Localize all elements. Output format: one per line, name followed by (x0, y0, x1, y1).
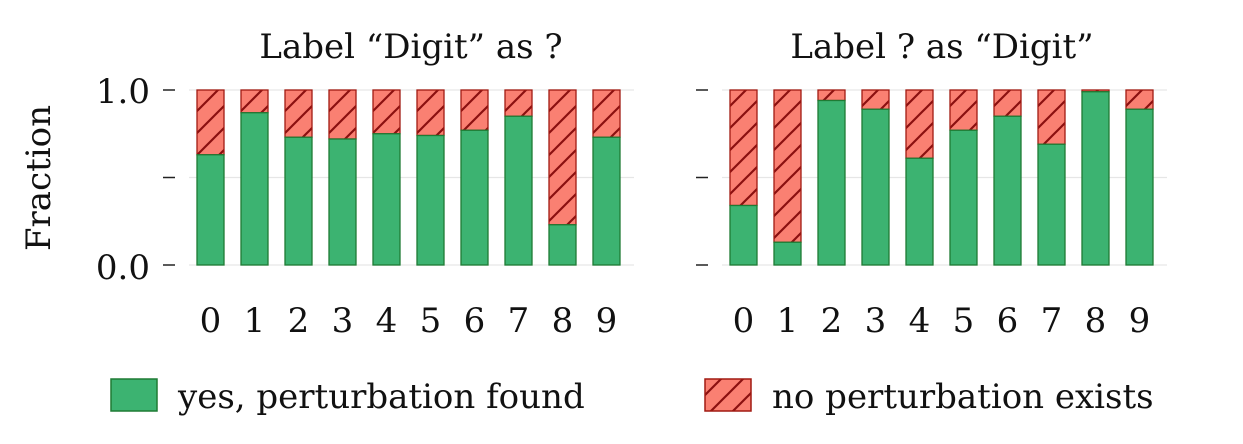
right-bar-found-5 (949, 129, 978, 266)
right-x-tick-7: 7 (1041, 301, 1063, 341)
left-x-tick-4: 4 (376, 301, 398, 341)
right-chart-title: Label ? as “Digit” (790, 27, 1093, 67)
right-bar-found-3 (861, 108, 890, 266)
left-x-tick-9: 9 (596, 301, 618, 341)
left-bar-found-2 (284, 136, 313, 266)
right-bar-none-1 (773, 89, 802, 243)
right-x-tick-0: 0 (733, 301, 755, 341)
right-bar-found-4 (905, 157, 934, 266)
left-x-tick-8: 8 (552, 301, 574, 341)
legend-label-none: no perturbation exists (772, 377, 1154, 417)
left-x-tick-3: 3 (332, 301, 354, 341)
right-bar-none-6 (993, 89, 1022, 117)
y-axis-label: Fraction (19, 105, 59, 251)
left-y-tick-bottom: 0.0 (96, 248, 150, 288)
right-x-tick-8: 8 (1085, 301, 1107, 341)
left-x-tick-6: 6 (464, 301, 486, 341)
left-bar-found-4 (372, 133, 401, 266)
right-x-tick-2: 2 (821, 301, 843, 341)
left-chart-title: Label “Digit” as ? (259, 27, 562, 67)
left-bar-found-9 (592, 136, 621, 266)
left-y-tick-top: 1.0 (96, 72, 150, 112)
left-bar-none-8 (548, 89, 577, 226)
left-bar-found-6 (460, 129, 489, 266)
left-bar-none-4 (372, 89, 401, 135)
left-x-tick-2: 2 (288, 301, 310, 341)
right-x-tick-6: 6 (997, 301, 1019, 341)
right-bar-none-4 (905, 89, 934, 159)
left-bar-found-1 (240, 112, 269, 266)
legend-swatch-found (110, 378, 158, 412)
left-bar-none-6 (460, 89, 489, 131)
left-x-tick-7: 7 (508, 301, 530, 341)
right-bar-found-1 (773, 241, 802, 266)
right-bar-found-0 (729, 204, 758, 266)
left-bar-found-8 (548, 224, 577, 266)
right-x-tick-1: 1 (777, 301, 799, 341)
left-bar-none-2 (284, 89, 313, 138)
legend-label-found: yes, perturbation found (177, 377, 585, 417)
left-bar-none-3 (328, 89, 357, 140)
left-bar-none-1 (240, 89, 269, 114)
left-bar-none-7 (504, 89, 533, 117)
right-bar-none-7 (1037, 89, 1066, 145)
legend: yes, perturbation found no perturbation … (110, 377, 1154, 417)
left-bar-found-5 (416, 134, 445, 266)
left-bar-found-3 (328, 138, 357, 266)
left-bar-found-0 (196, 154, 225, 266)
right-bar-found-9 (1125, 108, 1154, 266)
left-bar-none-5 (416, 89, 445, 137)
right-x-tick-5: 5 (953, 301, 975, 341)
right-x-tick-4: 4 (909, 301, 931, 341)
left-bar-none-0 (196, 89, 225, 156)
right-bar-none-9 (1125, 89, 1154, 110)
left-x-tick-0: 0 (200, 301, 222, 341)
left-x-tick-1: 1 (244, 301, 266, 341)
right-x-tick-3: 3 (865, 301, 887, 341)
legend-swatch-none (704, 378, 752, 412)
right-x-tick-9: 9 (1129, 301, 1151, 341)
left-x-tick-5: 5 (420, 301, 442, 341)
right-bar-none-2 (817, 89, 846, 102)
left-bar-none-9 (592, 89, 621, 138)
right-bar-none-0 (729, 89, 758, 207)
right-bar-none-3 (861, 89, 890, 110)
right-bar-found-7 (1037, 143, 1066, 266)
right-bar-found-8 (1081, 91, 1110, 266)
right-bar-found-2 (817, 99, 846, 266)
left-bar-found-7 (504, 115, 533, 266)
right-bar-none-5 (949, 89, 978, 131)
right-bar-found-6 (993, 115, 1022, 266)
